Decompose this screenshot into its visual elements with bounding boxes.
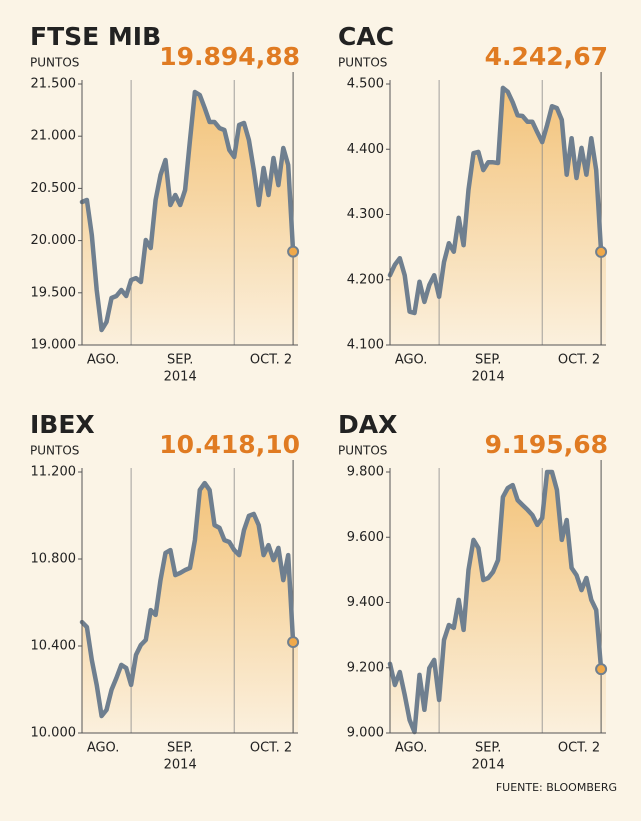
x-year-label: 2014 xyxy=(164,370,197,385)
x-year-label: 2014 xyxy=(164,758,197,773)
last-point xyxy=(287,245,300,258)
price-line xyxy=(79,480,296,719)
area xyxy=(390,87,606,346)
source: FUENTE: BLOOMBERG xyxy=(496,781,617,794)
unit-label: PUNTOS xyxy=(338,444,387,458)
x-tick-label: AGO. xyxy=(395,353,428,368)
y-tick-label: 11.200 xyxy=(31,465,77,480)
unit-label: PUNTOS xyxy=(30,56,79,70)
y-tick-label: 4.400 xyxy=(347,142,384,157)
x-tick-label: OCT. 2 xyxy=(250,353,292,368)
last-value: 10.418,10 xyxy=(159,430,300,459)
y-tick-label: 4.500 xyxy=(347,77,384,92)
panel-title: IBEX xyxy=(30,410,95,439)
y-tick-label: 9.200 xyxy=(347,660,384,675)
y-tick-label: 10.000 xyxy=(31,726,77,741)
area xyxy=(82,483,298,733)
x-tick-label: SEP. xyxy=(167,741,193,756)
last-point xyxy=(287,636,300,649)
x-tick-label: SEP. xyxy=(167,353,193,368)
y-tick-label: 4.300 xyxy=(347,207,384,222)
last-value: 9.195,68 xyxy=(485,430,608,459)
last-point xyxy=(595,663,608,676)
price-line xyxy=(79,89,296,333)
x-tick-label: AGO. xyxy=(395,741,428,756)
y-tick-label: 10.800 xyxy=(31,552,77,567)
y-tick-label: 9.600 xyxy=(347,530,384,545)
x-tick-label: AGO. xyxy=(87,353,120,368)
panel-title: FTSE MIB xyxy=(30,22,161,51)
y-tick-label: 20.500 xyxy=(31,181,77,196)
unit-label: PUNTOS xyxy=(30,444,79,458)
y-tick-label: 21.000 xyxy=(31,129,77,144)
y-tick-label: 19.000 xyxy=(31,338,77,353)
price-line xyxy=(387,469,604,735)
panel-title: CAC xyxy=(338,22,394,51)
y-tick-label: 4.200 xyxy=(347,272,384,287)
x-year-label: 2014 xyxy=(472,758,505,773)
last-point xyxy=(595,245,608,258)
x-tick-label: AGO. xyxy=(87,741,120,756)
x-tick-label: OCT. 2 xyxy=(558,741,600,756)
area xyxy=(82,92,298,345)
y-tick-label: 20.000 xyxy=(31,233,77,248)
x-year-label: 2014 xyxy=(472,370,505,385)
y-tick-label: 10.400 xyxy=(31,639,77,654)
x-tick-label: OCT. 2 xyxy=(250,741,292,756)
price-line xyxy=(387,85,604,316)
y-tick-label: 21.500 xyxy=(31,77,77,92)
unit-label: PUNTOS xyxy=(338,56,387,70)
y-tick-label: 4.100 xyxy=(347,338,384,353)
area xyxy=(390,472,606,733)
last-value: 19.894,88 xyxy=(159,42,300,71)
x-tick-label: SEP. xyxy=(475,353,501,368)
y-tick-label: 9.800 xyxy=(347,465,384,480)
y-tick-label: 9.400 xyxy=(347,595,384,610)
last-value: 4.242,67 xyxy=(485,42,608,71)
y-tick-label: 19.500 xyxy=(31,285,77,300)
y-tick-label: 9.000 xyxy=(347,726,384,741)
x-tick-label: OCT. 2 xyxy=(558,353,600,368)
panel-title: DAX xyxy=(338,410,397,439)
x-tick-label: SEP. xyxy=(475,741,501,756)
